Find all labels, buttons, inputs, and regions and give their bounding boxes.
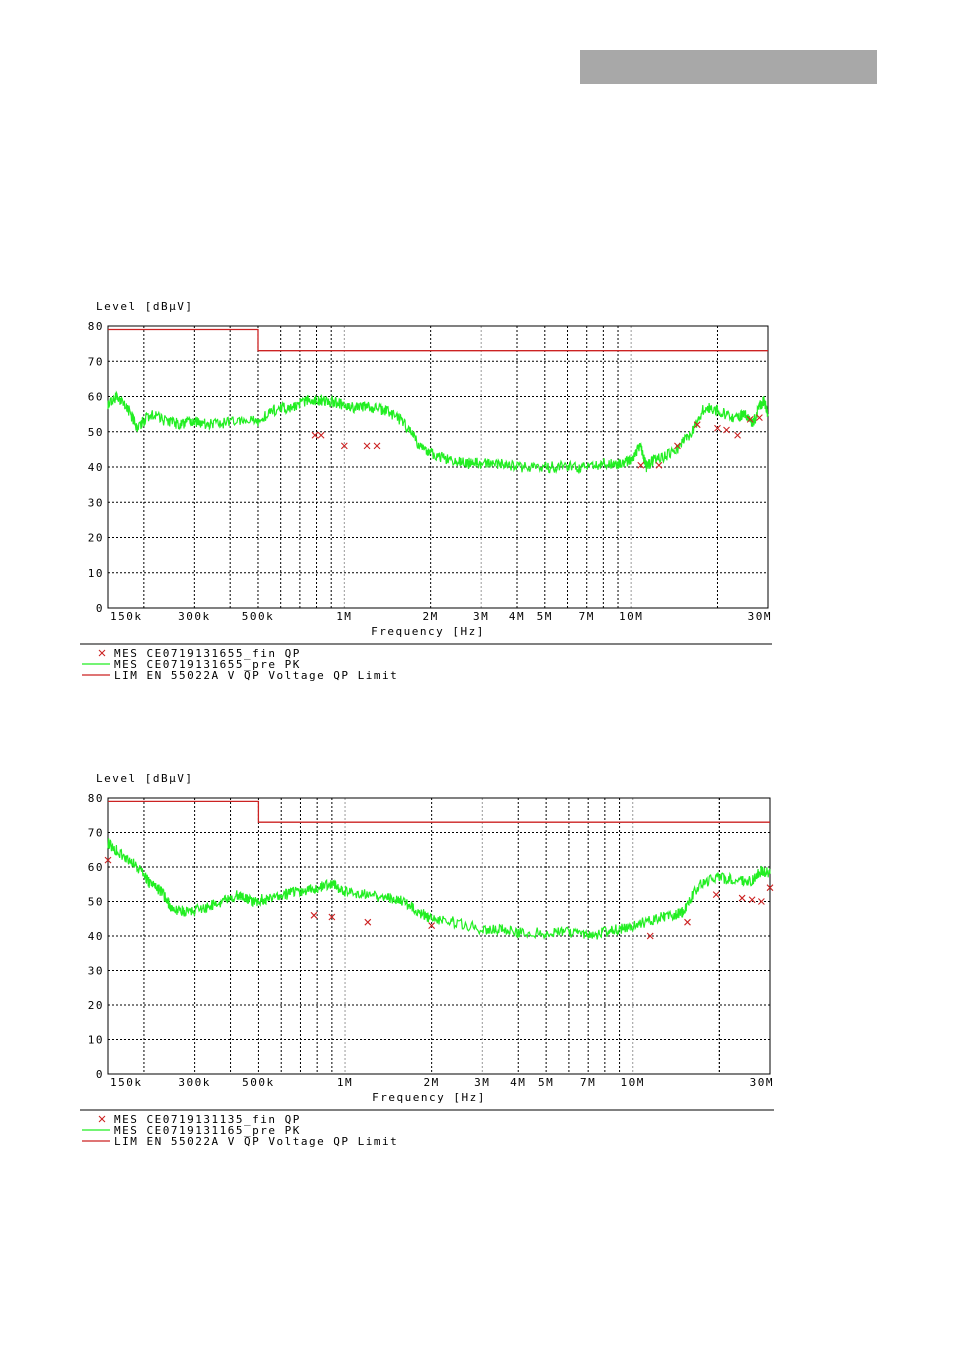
plot-frame (107, 325, 769, 609)
y-tick-label: 70 (88, 355, 104, 368)
x-tick-label: 2M (424, 1076, 440, 1089)
x-axis-label: Frequency [Hz] (371, 625, 485, 638)
legend-item: MES CE0719131165_pre PK (82, 1124, 301, 1137)
qp-marker (723, 426, 730, 434)
qp-marker (310, 911, 318, 919)
qp-marker (757, 898, 765, 905)
x-tick-label: 500k (242, 1076, 275, 1089)
qp-marker (311, 431, 319, 439)
x-axis-label: Frequency [Hz] (372, 1091, 486, 1104)
legend-text: MES CE0719131655_fin QP (114, 647, 301, 660)
x-tick-label: 7M (580, 1076, 596, 1089)
qp-marker (693, 421, 701, 429)
qp-marker (637, 461, 645, 469)
x-tick-label: 1M (336, 610, 352, 623)
x-tick-label: 300k (178, 610, 211, 623)
x-tick-label: 3M (474, 1076, 490, 1089)
y-tick-label: 70 (88, 827, 104, 840)
legend-text: MES CE0719131165_pre PK (114, 1124, 301, 1137)
y-tick-label: 30 (88, 496, 104, 509)
limit-line (108, 800, 770, 823)
y-axis-label: Level [dBµV] (96, 772, 193, 785)
peak-trace (107, 838, 771, 941)
legend-item: LIM EN 55022A V QP Voltage QP Limit (82, 1135, 398, 1148)
qp-marker (746, 416, 754, 423)
qp-marker (363, 442, 371, 450)
qp-marker (756, 414, 763, 422)
x-tick-label: 4M (509, 610, 525, 623)
y-tick-label: 0 (96, 602, 104, 615)
qp-marker (340, 442, 348, 450)
qp-marker (317, 431, 325, 439)
qp-marker (674, 442, 681, 450)
y-tick-label: 80 (88, 320, 104, 333)
x-tick-label: 7M (579, 610, 595, 623)
qp-marker (738, 894, 746, 902)
x-tick-label: 30M (748, 610, 772, 623)
qp-marker (734, 431, 741, 439)
y-tick-label: 10 (88, 1034, 104, 1047)
x-tick-label: 150k (110, 1076, 143, 1089)
qp-marker (364, 918, 372, 926)
limit-line (108, 328, 768, 352)
x-tick-label: 3M (473, 610, 489, 623)
y-tick-label: 80 (88, 792, 104, 805)
y-tick-label: 10 (88, 567, 104, 580)
qp-marker (328, 913, 336, 921)
qp-marker (748, 896, 756, 904)
x-tick-label: 2M (423, 610, 439, 623)
legend-item: MES CE0719131655_fin QP (98, 647, 301, 660)
qp-marker (655, 461, 663, 469)
x-tick-label: 300k (178, 1076, 211, 1089)
emission-chart-2: Level [dBµV] 0 10 20 30 40 50 60 70 80 150k 300k 500… (80, 772, 774, 1148)
peak-trace (107, 390, 769, 475)
x-tick-label: 1M (337, 1076, 353, 1089)
qp-marker (712, 891, 720, 898)
y-tick-label: 20 (88, 532, 104, 545)
qp-marker (766, 884, 774, 892)
x-tick-label: 5M (538, 1076, 554, 1089)
legend-text: LIM EN 55022A V QP Voltage QP Limit (114, 1135, 398, 1148)
legend-item: MES CE0719131655_pre PK (82, 658, 301, 671)
legend-text: MES CE0719131655_pre PK (114, 658, 301, 671)
legend-text: LIM EN 55022A V QP Voltage QP Limit (114, 669, 398, 682)
y-tick-label: 50 (88, 426, 104, 439)
x-tick-label: 150k (110, 610, 143, 623)
x-tick-label: 10M (621, 1076, 645, 1089)
y-tick-label: 40 (88, 930, 104, 943)
x-tick-label: 4M (510, 1076, 526, 1089)
y-tick-label: 20 (88, 999, 104, 1012)
y-tick-label: 60 (88, 861, 104, 874)
legend-item: MES CE0719131135_fin QP (98, 1113, 301, 1126)
x-tick-label: 30M (750, 1076, 774, 1089)
y-tick-label: 60 (88, 391, 104, 404)
qp-marker (646, 932, 654, 940)
qp-marker (104, 856, 112, 864)
qp-marker (714, 424, 721, 432)
legend-item: LIM EN 55022A V QP Voltage QP Limit (82, 669, 398, 682)
y-axis-label: Level [dBµV] (96, 300, 193, 313)
qp-marker (684, 918, 691, 926)
y-tick-label: 0 (96, 1068, 104, 1081)
y-tick-label: 40 (88, 461, 104, 474)
emission-chart-1: Level [dBµV] 0 10 20 30 40 50 60 70 80 150k 300k 500… (80, 300, 772, 682)
legend-text: MES CE0719131135_fin QP (114, 1113, 301, 1126)
qp-marker (373, 442, 381, 450)
y-tick-label: 30 (88, 965, 104, 978)
qp-marker (428, 922, 436, 930)
plot-frame (107, 797, 771, 1075)
x-tick-label: 10M (619, 610, 643, 623)
x-tick-label: 5M (537, 610, 553, 623)
y-tick-label: 50 (88, 896, 104, 909)
header-bar (580, 50, 877, 84)
x-tick-label: 500k (242, 610, 275, 623)
